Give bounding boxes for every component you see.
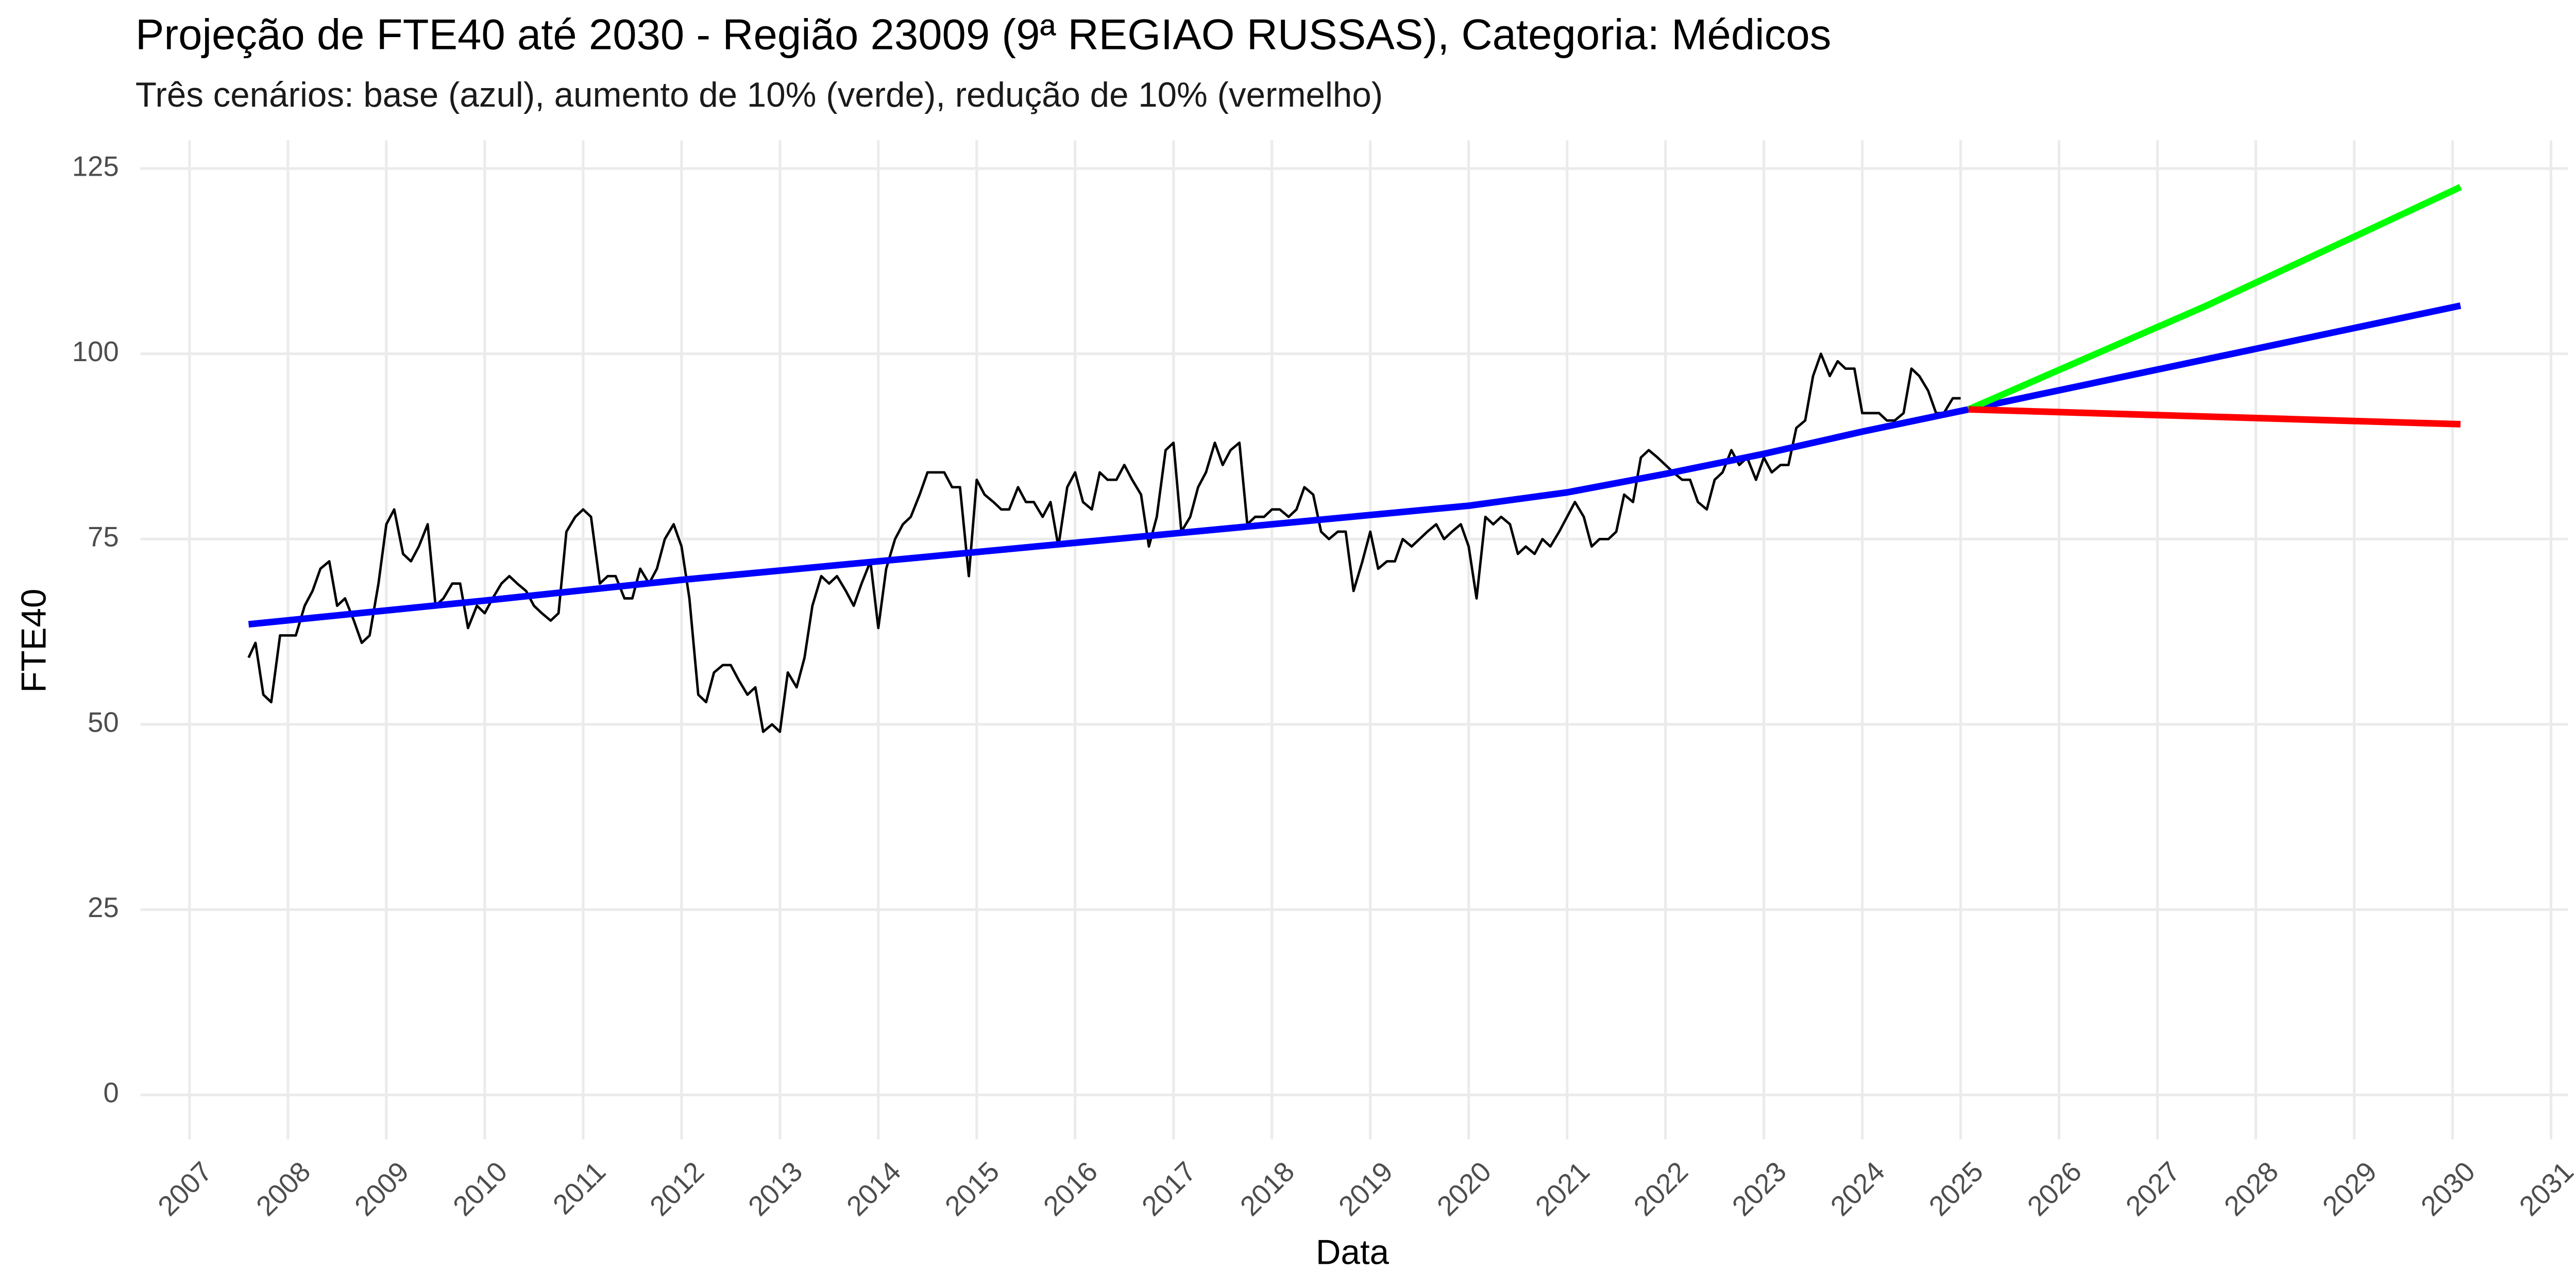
x-tick-label: 2009 [349,1156,415,1222]
x-tick-label: 2021 [1529,1156,1596,1222]
x-tick-label: 2026 [2021,1156,2088,1222]
x-tick-label: 2008 [250,1156,317,1222]
x-tick-label: 2022 [1628,1156,1694,1222]
grid: 0 25 50 75 100 125 2007 2008 2009 2010 2011 2012 201… [72,140,2576,1222]
x-tick-label: 2019 [1332,1156,1399,1222]
x-tick-label: 2023 [1726,1156,1792,1222]
chart-title: Projeção de FTE40 até 2030 - Região 2300… [135,11,1832,59]
y-axis-label: FTE40 [14,589,53,693]
plot-area [247,184,2462,733]
x-tick-label: 2015 [939,1156,1005,1222]
x-tick-label: 2017 [1136,1156,1202,1222]
y-tick-label: 100 [72,336,119,367]
x-tick-label: 2014 [840,1156,907,1222]
x-tick-label: 2031 [2513,1156,2576,1222]
x-tick-label: 2030 [2415,1156,2481,1222]
y-tick-label: 25 [88,892,119,923]
x-tick-label: 2029 [2316,1156,2383,1222]
x-tick-label: 2020 [1431,1156,1497,1222]
x-tick-label: 2025 [1923,1156,1989,1222]
chart-subtitle: Três cenários: base (azul), aumento de 1… [135,76,1383,114]
x-tick-label: 2016 [1037,1156,1104,1222]
x-tick-label: 2013 [742,1156,808,1222]
x-tick-label: 2007 [152,1156,218,1222]
x-tick-label: 2018 [1234,1156,1300,1222]
x-axis-label: Data [1316,1233,1389,1272]
y-tick-label: 125 [72,150,119,182]
y-tick-label: 0 [103,1077,118,1109]
y-tick-label: 75 [88,521,119,553]
series-line [1967,184,2462,413]
x-tick-label: 2011 [547,1156,612,1221]
x-tick-label: 2012 [643,1156,710,1222]
x-tick-label: 2024 [1824,1156,1891,1222]
series-line [248,302,2462,628]
series-line [1968,406,2461,428]
y-tick-label: 50 [88,706,119,738]
x-tick-label: 2027 [2120,1156,2186,1222]
x-tick-label: 2028 [2218,1156,2284,1222]
x-tick-label: 2010 [447,1156,513,1222]
